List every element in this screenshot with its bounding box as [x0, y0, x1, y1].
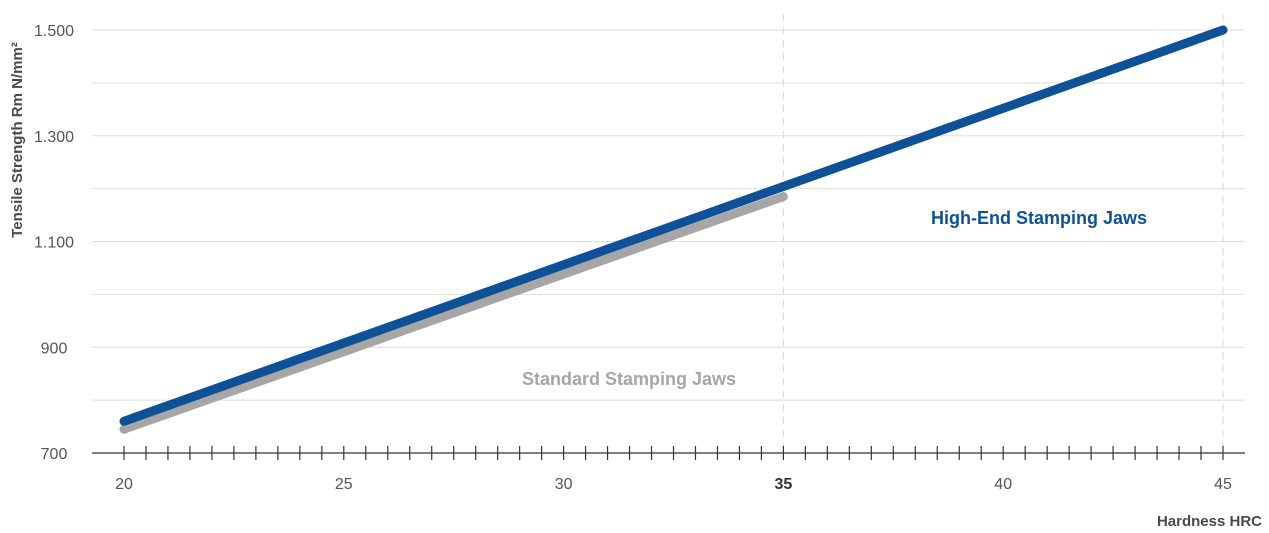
x-axis-title: Hardness HRC: [1157, 513, 1262, 530]
y-tick-label-1100: 1.100: [34, 235, 74, 252]
series-line-standard: [119, 192, 788, 434]
grid-lines: [92, 29, 1245, 401]
x-tick-label-35: 35: [775, 476, 793, 493]
highlight-vertical-lines: [782, 14, 1224, 453]
x-tick-label-20: 20: [115, 476, 133, 493]
series-label-high-end: High-End Stamping Jaws: [931, 208, 1147, 228]
series-label-standard: Standard Stamping Jaws: [522, 369, 736, 389]
x-axis: [92, 446, 1245, 460]
x-tick-label-25: 25: [335, 476, 353, 493]
y-axis-title: Tensile Strength Rm N/mm²: [9, 42, 26, 238]
y-tick-label-700: 700: [41, 446, 68, 463]
y-tick-label-1500: 1.500: [34, 23, 74, 40]
y-tick-label-1300: 1.300: [34, 129, 74, 146]
x-tick-label-30: 30: [555, 476, 573, 493]
y-tick-label-900: 900: [41, 340, 68, 357]
series-line-high-end: [119, 25, 1228, 426]
tick-labels: 20 25 30 35 40 45 700 900 1.100 1.300 1.500: [34, 23, 1232, 493]
x-tick-label-45: 45: [1214, 476, 1232, 493]
x-tick-label-40: 40: [994, 476, 1012, 493]
series-lines: [119, 25, 1228, 434]
